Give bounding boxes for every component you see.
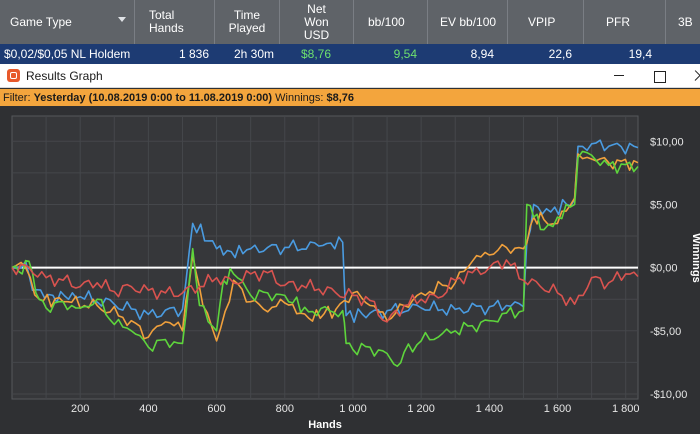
- x-tick-label: 1 200: [407, 403, 435, 415]
- col-header-label: Total Hands: [149, 8, 184, 35]
- series-line-2: [11, 153, 639, 342]
- filter-prefix: Filter:: [3, 91, 31, 104]
- winnings-value: $8,76: [326, 91, 355, 104]
- col-header-label: Net Won USD: [303, 1, 330, 42]
- col-header-bb100[interactable]: bb/100: [354, 0, 428, 44]
- series-line-1: [12, 139, 639, 323]
- cell-vpip: 22,6: [548, 47, 572, 61]
- series-layer: [11, 139, 639, 367]
- x-tick-label: 400: [139, 403, 157, 415]
- col-header-3bet[interactable]: 3B: [666, 0, 700, 44]
- cell-pfr: 19,4: [628, 47, 652, 61]
- col-header-game-type[interactable]: Game Type: [0, 0, 135, 44]
- col-header-label: PFR: [606, 14, 630, 29]
- results-graph: 200 400 600 800 1 000 1 200 1 400 1 600 1 800 $10…: [0, 106, 700, 431]
- stats-header-row: Game Type Total Hands Time Played Net Wo…: [0, 0, 700, 44]
- col-header-label: Time Played: [228, 8, 266, 35]
- x-tick-label: 800: [276, 403, 294, 415]
- stats-data-row[interactable]: $0,02/$0,05 NL Holdem 1 836 2h 30m $8,76…: [0, 44, 700, 64]
- winnings-label: Winnings:: [275, 91, 324, 104]
- app-logo-icon: [7, 69, 20, 82]
- x-tick-label: 1 800: [612, 403, 640, 415]
- filter-bar[interactable]: Filter: Yesterday (10.08.2019 0:00 to 11…: [0, 89, 700, 106]
- col-header-time-played[interactable]: Time Played: [215, 0, 280, 44]
- grid-lines: [12, 116, 638, 399]
- x-tick-label: 200: [71, 403, 89, 415]
- x-tick-label: 1 400: [476, 403, 504, 415]
- x-tick-label: 600: [207, 403, 225, 415]
- cell-time-played: 2h 30m: [233, 47, 274, 61]
- y-axis-label: Winnings: [690, 233, 700, 282]
- x-tick-label: 1 000: [339, 403, 367, 415]
- cell-total-hands: 1 836: [178, 47, 209, 61]
- y-tick-label: $0,00: [650, 263, 678, 275]
- cell-bb100: 9,54: [393, 47, 417, 61]
- minimize-button[interactable]: [600, 64, 640, 88]
- col-header-total-hands[interactable]: Total Hands: [135, 0, 215, 44]
- col-header-ev-bb100[interactable]: EV bb/100: [428, 0, 508, 44]
- col-header-net-won[interactable]: Net Won USD: [280, 0, 354, 44]
- col-header-label: Game Type: [10, 14, 72, 29]
- series-line-4: [11, 259, 639, 323]
- col-header-vpip[interactable]: VPIP: [508, 0, 584, 44]
- series-line-3: [11, 150, 639, 367]
- x-axis-label: Hands: [308, 419, 342, 429]
- window-title: Results Graph: [26, 69, 103, 83]
- y-tick-label: -$10,00: [650, 389, 687, 401]
- col-header-label: EV bb/100: [440, 14, 497, 29]
- results-graph-titlebar[interactable]: Results Graph: [0, 64, 700, 88]
- tick-labels: 200 400 600 800 1 000 1 200 1 400 1 600 1 800 $10…: [71, 136, 687, 415]
- col-header-label: bb/100: [368, 14, 405, 29]
- cell-net-won: $8,76: [300, 47, 331, 61]
- y-tick-label: -$5,00: [650, 326, 681, 338]
- plot-background: [11, 115, 639, 400]
- cell-ev-bb100: 8,94: [470, 47, 494, 61]
- x-tick-label: 1 600: [544, 403, 572, 415]
- close-button[interactable]: [680, 64, 700, 88]
- y-tick-label: $5,00: [650, 199, 678, 211]
- col-header-label: VPIP: [528, 14, 556, 29]
- cell-game-type: $0,02/$0,05 NL Holdem: [4, 47, 131, 61]
- y-tick-label: $10,00: [650, 136, 684, 148]
- maximize-button[interactable]: [640, 64, 680, 88]
- col-header-label: 3B: [678, 14, 693, 29]
- sort-dropdown-icon[interactable]: [118, 17, 126, 22]
- col-header-pfr[interactable]: PFR: [584, 0, 666, 44]
- filter-value: Yesterday (10.08.2019 0:00 to 11.08.2019…: [33, 91, 273, 104]
- results-line-chart: 200 400 600 800 1 000 1 200 1 400 1 600 1 800 $10…: [11, 115, 700, 431]
